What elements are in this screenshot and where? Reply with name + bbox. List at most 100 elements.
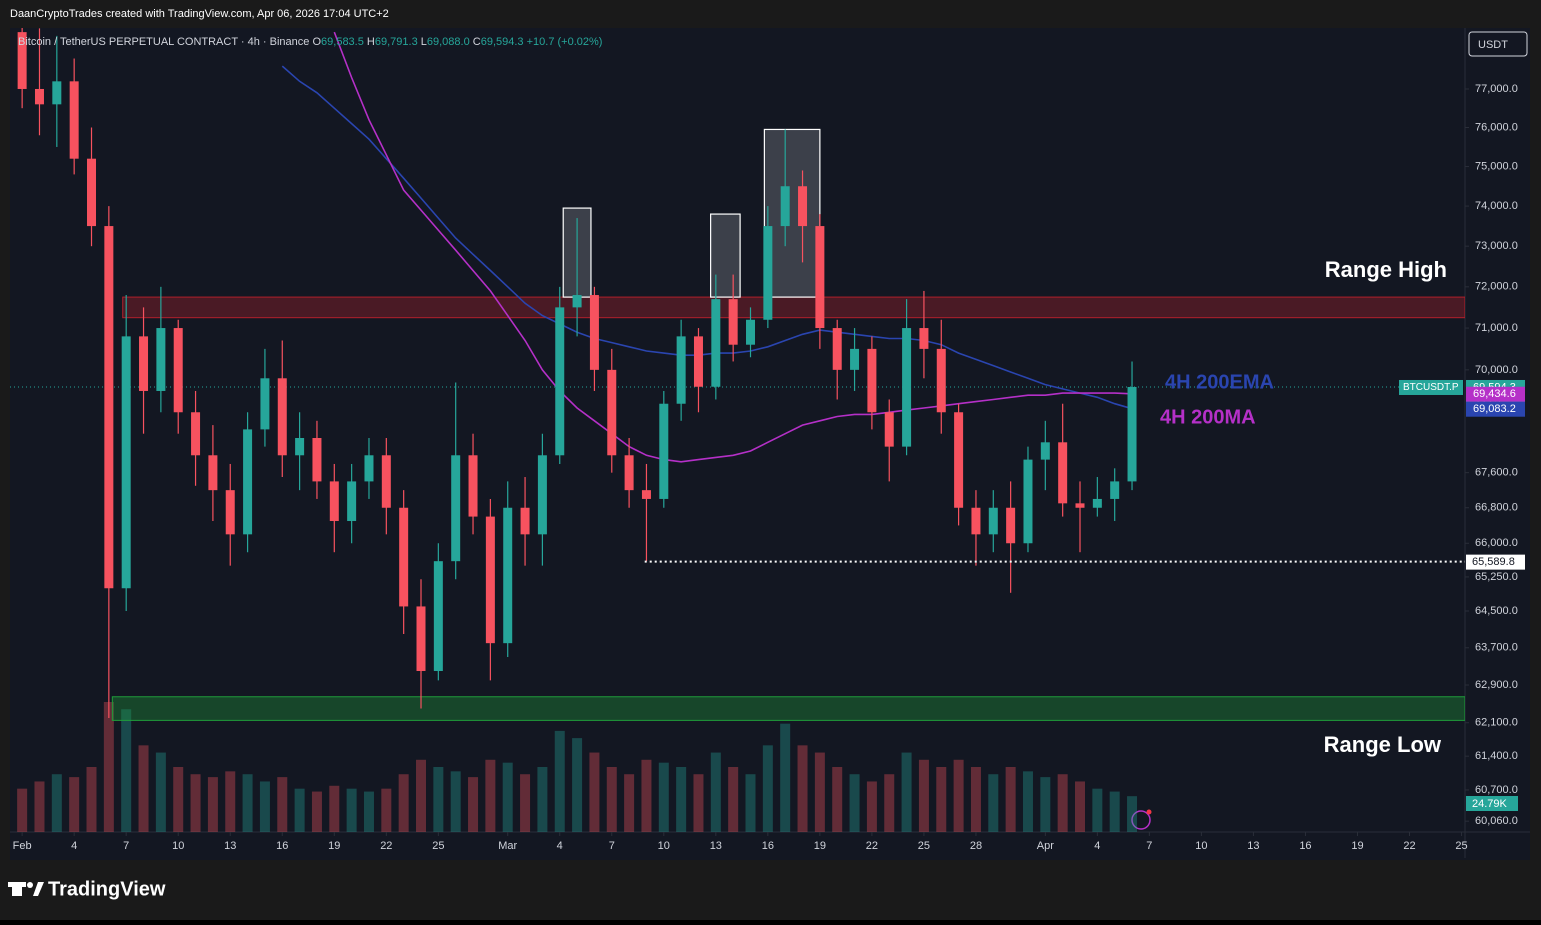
volume-bar — [329, 785, 340, 832]
candle-body — [711, 299, 721, 387]
x-tick-label: 10 — [172, 840, 184, 852]
ema-tag-label: 69,083.2 — [1473, 403, 1516, 415]
x-tick-label: 19 — [1351, 840, 1363, 852]
candle-body — [676, 336, 686, 404]
volume-bar — [1057, 774, 1068, 832]
y-tick-label: 65,250.0 — [1475, 571, 1518, 583]
candle-body — [416, 606, 426, 672]
volume-bar — [225, 771, 236, 832]
support-tag-label: 65,589.8 — [1472, 556, 1515, 568]
volume-bar — [259, 781, 270, 832]
volume-bar — [398, 774, 409, 832]
volume-bar — [572, 738, 583, 832]
volume-bar — [103, 702, 114, 832]
volume-bar — [918, 759, 929, 832]
candle-body — [347, 481, 357, 522]
y-tick-label: 72,000.0 — [1475, 281, 1518, 293]
volume-bar — [34, 781, 45, 832]
volume-bar — [520, 774, 531, 832]
volume-bar — [780, 723, 791, 832]
y-tick-label: 61,400.0 — [1475, 750, 1518, 762]
volume-bar — [658, 762, 669, 832]
candle-body — [52, 81, 62, 105]
volume-bar — [849, 774, 860, 832]
legend-part: Bitcoin / TetherUS PERPETUAL CONTRACT · … — [18, 36, 309, 48]
volume-bar — [988, 774, 999, 832]
x-tick-label: 25 — [432, 840, 444, 852]
range-zone — [122, 296, 1465, 319]
chart-pane — [10, 28, 1530, 860]
candle-body — [225, 490, 235, 535]
legend-part: O — [312, 36, 321, 48]
volume-tag — [1466, 796, 1518, 811]
x-tick-label: 7 — [609, 840, 615, 852]
currency: USDT — [1478, 39, 1508, 51]
candle-body — [624, 455, 634, 491]
candle-body — [191, 412, 201, 456]
candle-body — [850, 348, 860, 370]
x-tick-label: 22 — [1403, 840, 1415, 852]
legend-part: 69,791.3 — [375, 36, 418, 48]
candle-body — [537, 455, 547, 535]
x-tick-label: 16 — [1299, 840, 1311, 852]
volume-bar — [433, 767, 444, 832]
candle-body — [87, 158, 97, 227]
candle-body — [589, 295, 599, 370]
y-tick-label: 66,800.0 — [1475, 502, 1518, 514]
x-tick-label: 16 — [762, 840, 774, 852]
highlight-box — [710, 213, 741, 298]
candle-body — [243, 429, 253, 535]
x-tick-label: 7 — [1146, 840, 1152, 852]
legend-part: C — [473, 36, 481, 48]
x-tick-label: 4 — [71, 840, 77, 852]
volume-bar — [294, 788, 305, 832]
volume-bar — [676, 767, 687, 832]
candle-body — [503, 507, 513, 644]
footer-brand: TradingView — [48, 878, 166, 900]
volume-bar — [450, 771, 461, 832]
volume-bar — [1109, 791, 1120, 832]
y-tick-label: 60,060.0 — [1475, 815, 1518, 827]
volume-bar — [1092, 788, 1103, 832]
volume-bar — [537, 767, 548, 832]
volume-bar — [121, 709, 132, 832]
candle-body — [433, 561, 443, 672]
y-tick-label: 63,700.0 — [1475, 642, 1518, 654]
candle-body — [1040, 442, 1050, 460]
ma-tag — [1466, 386, 1525, 402]
volume-bar — [693, 774, 704, 832]
candle-body — [399, 507, 409, 607]
candle-body — [936, 348, 946, 413]
y-tick-label: 71,000.0 — [1475, 322, 1518, 334]
y-tick-label: 73,000.0 — [1475, 240, 1518, 252]
volume-bar — [502, 762, 513, 832]
volume-bar — [1005, 767, 1016, 832]
series-label: 4H 200EMA — [1165, 371, 1274, 393]
volume-bar — [17, 788, 28, 832]
candle-body — [17, 32, 27, 89]
legend-part: +10.7 (+0.02%) — [527, 36, 603, 48]
x-tick-label: Feb — [13, 840, 32, 852]
volume-bar — [155, 752, 166, 832]
candle-body — [34, 88, 44, 105]
x-tick-label: 28 — [970, 840, 982, 852]
volume-bar — [363, 791, 374, 832]
candle-body — [69, 81, 79, 159]
volume-bar — [86, 767, 97, 832]
volume-bar — [138, 745, 149, 832]
candle-body — [520, 507, 530, 535]
x-tick-label: 13 — [1247, 840, 1259, 852]
volume-bar — [884, 774, 895, 832]
x-tick-label: 19 — [328, 840, 340, 852]
legend-part: 69,583.5 — [321, 36, 364, 48]
candle-body — [798, 186, 808, 227]
candle-body — [659, 403, 669, 499]
candle-body — [485, 516, 495, 644]
candle-body — [1075, 503, 1085, 508]
candle-body — [902, 328, 912, 447]
volume-bar — [953, 759, 964, 832]
candle-body — [381, 455, 391, 508]
candle-body — [451, 455, 461, 562]
footer-logo — [8, 882, 44, 896]
candle-body — [260, 378, 270, 430]
